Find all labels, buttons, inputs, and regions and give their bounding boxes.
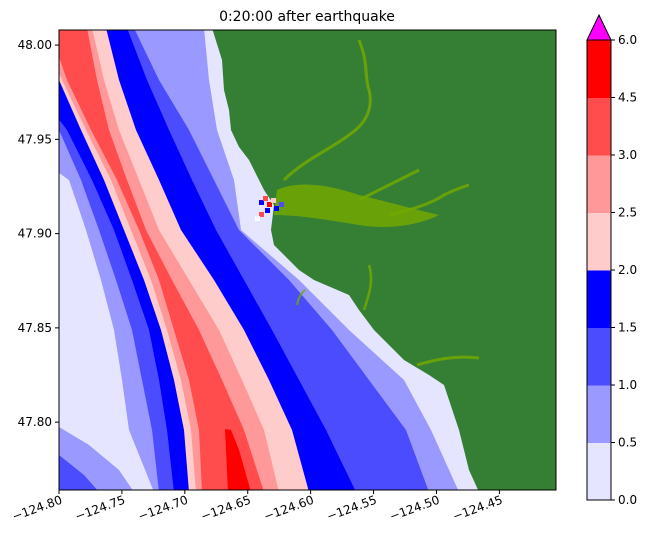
y-axis: 48.00 47.95 47.90 47.85 47.80	[18, 38, 59, 429]
y-tick-label: 47.80	[18, 415, 52, 429]
y-tick-label: 48.00	[18, 38, 52, 52]
colorbar-segment	[587, 442, 611, 501]
inundation-cell	[259, 212, 264, 217]
river	[358, 168, 420, 202]
x-tick-label: −124.60	[262, 493, 316, 524]
colorbar-tick-label: 6.0	[618, 33, 637, 47]
river	[416, 355, 480, 367]
colorbar-tick-label: 2.5	[618, 206, 637, 220]
inundation-cell	[279, 202, 284, 207]
plot-frame	[58, 29, 557, 491]
band-1.0-1.5-corner	[59, 455, 98, 490]
inundation-cell	[265, 208, 270, 213]
band-0-0.5-west	[59, 172, 154, 490]
inundation-cell	[271, 198, 276, 203]
y-tick-label: 47.85	[18, 321, 52, 335]
colorbar-tick-label: 1.0	[618, 378, 637, 392]
x-tick-label: −124.50	[388, 493, 442, 524]
inundation-cell	[263, 196, 268, 201]
river	[388, 183, 470, 217]
colorbar-tick-label: 1.5	[618, 321, 637, 335]
y-tick-label: 47.90	[18, 227, 52, 241]
river	[362, 264, 373, 311]
colorbar-segment	[587, 97, 611, 156]
x-tick-label: −124.70	[136, 493, 190, 524]
estuary	[274, 184, 439, 227]
x-tick-label: −124.45	[451, 493, 505, 524]
colorbar-segment	[587, 212, 611, 271]
colorbar-tick-label: 0.0	[618, 493, 637, 507]
map-plot-area	[59, 30, 556, 490]
colorbar-segment	[587, 385, 611, 443]
river	[296, 289, 306, 306]
band-4.5-6.0	[225, 429, 251, 490]
inundation-cell	[255, 216, 260, 221]
colorbar-tick-label: 2.0	[618, 263, 637, 277]
x-tick-label: −124.65	[199, 493, 253, 524]
inundation-cell	[274, 206, 279, 211]
x-tick-label: −124.55	[325, 493, 379, 524]
inundation-cell	[267, 202, 272, 207]
colorbar-extend-triangle	[586, 13, 612, 41]
river	[282, 39, 372, 182]
colorbar-segment	[587, 327, 611, 386]
y-tick-label: 47.95	[18, 132, 52, 146]
colorbar-tick-label: 0.5	[618, 436, 637, 450]
x-tick-label: −124.75	[73, 493, 127, 524]
x-tick-label: −124.80	[10, 493, 64, 524]
colorbar-tick-label: 4.5	[618, 91, 637, 105]
chart-title: 0:20:00 after earthquake	[219, 9, 395, 25]
colorbar-segment	[587, 155, 611, 213]
colorbar-segment	[587, 270, 611, 328]
x-axis: −124.80 −124.75 −124.70 −124.65 −124.60 −124.…	[10, 490, 504, 524]
inundation-cell	[259, 200, 264, 205]
colorbar-tick-label: 3.0	[618, 148, 637, 162]
colorbar: 0.0 0.5 1.0 1.5 2.0 2.5 3.0 4.5 6.0	[586, 13, 637, 507]
colorbar-segment	[587, 40, 611, 98]
